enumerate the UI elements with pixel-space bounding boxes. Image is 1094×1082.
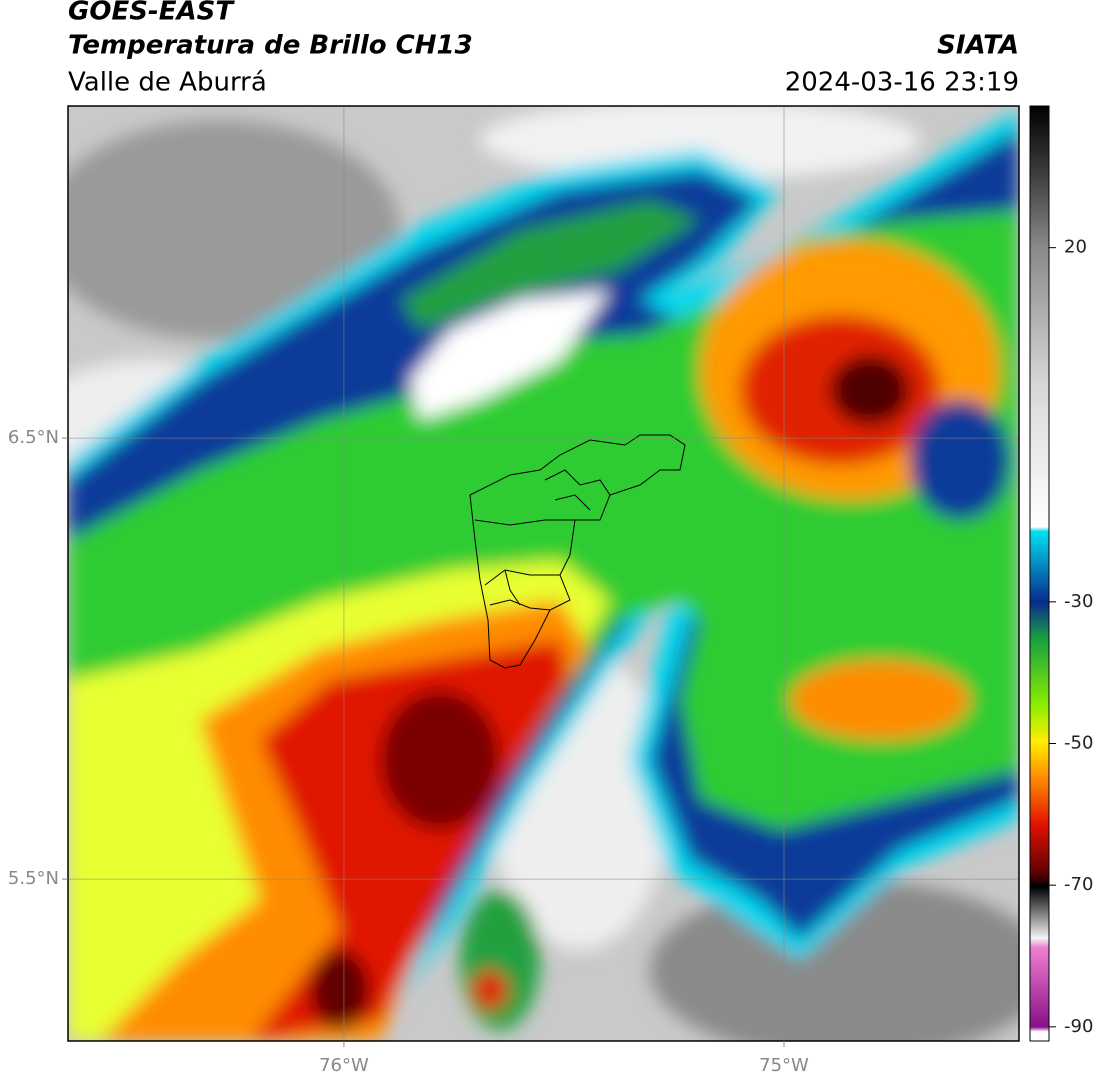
title: GOES-EAST [68,0,235,27]
municipal-boundaries [469,434,686,669]
map-frame [67,105,1020,1042]
colorbar-tick-label: -30 [1064,591,1093,612]
colorbar-tick-label: -70 [1064,874,1093,895]
grid [68,106,1019,1041]
colorbar-tick-label: 20 [1064,237,1087,258]
datetime: 2024-03-16 23:19 [785,68,1019,98]
source: SIATA [937,31,1019,61]
x-tick-label: 76°W [319,1055,369,1076]
subtitle: Temperatura de Brillo CH13 [68,31,473,61]
colorbar-tick-label: -90 [1064,1016,1093,1037]
map-image [68,106,1019,1041]
colorbar-tick-label: -50 [1064,733,1093,754]
x-tick-label: 75°W [759,1055,809,1076]
y-tick-label: 5.5°N [8,868,59,889]
y-tick-label: 6.5°N [8,427,59,448]
region: Valle de Aburrá [68,68,267,98]
colorbar [1029,105,1050,1042]
